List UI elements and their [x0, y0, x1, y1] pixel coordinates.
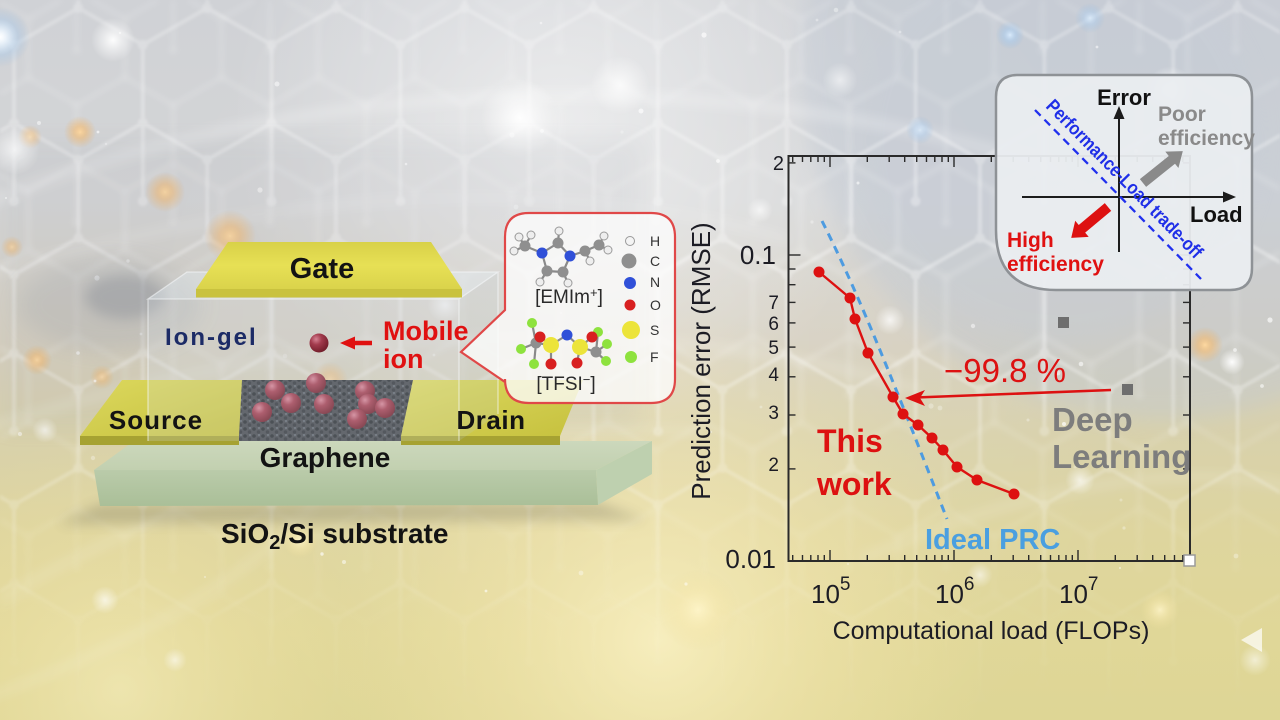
svg-text:Graphene: Graphene [260, 442, 391, 473]
svg-text:0.01: 0.01 [725, 544, 776, 574]
svg-text:Gate: Gate [290, 253, 354, 285]
svg-text:−99.8 %: −99.8 % [944, 352, 1066, 389]
svg-text:High: High [1007, 229, 1054, 252]
svg-text:2: 2 [773, 153, 784, 175]
svg-text:2: 2 [768, 455, 779, 476]
svg-text:4: 4 [768, 365, 779, 386]
svg-text:O: O [650, 297, 661, 313]
svg-text:Computational load (FLOPs): Computational load (FLOPs) [833, 617, 1150, 645]
svg-text:ion: ion [383, 344, 424, 374]
svg-text:efficiency: efficiency [1158, 127, 1255, 150]
svg-text:3: 3 [768, 403, 779, 424]
svg-text:6: 6 [768, 314, 779, 335]
svg-text:Ideal PRC: Ideal PRC [925, 524, 1060, 556]
svg-text:This: This [817, 423, 883, 459]
svg-text:Deep: Deep [1052, 401, 1133, 438]
svg-text:[TFSI−]: [TFSI−] [536, 372, 595, 395]
svg-text:Error: Error [1097, 85, 1151, 110]
svg-text:Learning: Learning [1052, 438, 1191, 475]
svg-text:Ion-gel: Ion-gel [165, 324, 258, 351]
svg-text:[EMIm+]: [EMIm+] [535, 285, 603, 308]
svg-text:F: F [650, 349, 659, 365]
svg-text:Source: Source [109, 405, 203, 435]
svg-text:Mobile: Mobile [383, 316, 469, 346]
svg-text:0.1: 0.1 [740, 240, 776, 270]
svg-text:Poor: Poor [1158, 103, 1206, 126]
svg-text:H: H [650, 233, 660, 249]
svg-text:efficiency: efficiency [1007, 253, 1104, 276]
svg-text:7: 7 [768, 293, 779, 314]
svg-text:work: work [816, 466, 892, 502]
svg-text:N: N [650, 274, 660, 290]
svg-text:SiO2/Si substrate: SiO2/Si substrate [221, 518, 448, 554]
svg-text:Prediction error (RMSE): Prediction error (RMSE) [686, 222, 716, 499]
svg-text:S: S [650, 322, 659, 338]
svg-text:5: 5 [768, 338, 779, 359]
svg-text:Drain: Drain [457, 405, 526, 435]
svg-text:Load: Load [1190, 202, 1243, 227]
svg-text:C: C [650, 253, 660, 269]
